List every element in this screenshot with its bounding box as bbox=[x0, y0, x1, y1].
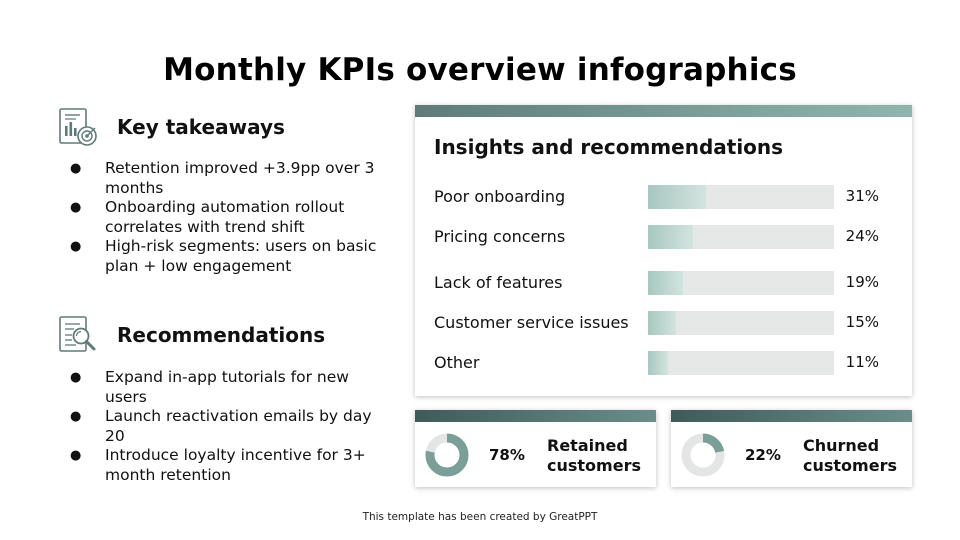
key-takeaway-item: Retention improved +3.9pp over 3 months bbox=[70, 159, 380, 198]
page-title: Monthly KPIs overview infographics bbox=[163, 52, 797, 88]
insight-bar-fill bbox=[648, 311, 676, 335]
donut-arc bbox=[681, 433, 725, 477]
key-takeaways-heading: Key takeaways bbox=[117, 115, 285, 139]
insight-row-poor-onboarding: Poor onboarding 31% bbox=[434, 184, 894, 210]
insight-bar-track bbox=[648, 311, 834, 335]
insights-card: Insights and recommendations Poor onboar… bbox=[415, 105, 912, 396]
insight-bar-fill bbox=[648, 225, 693, 249]
insight-bar-fill bbox=[648, 271, 684, 295]
donut-arc bbox=[425, 433, 469, 477]
insight-bar-track bbox=[648, 185, 834, 209]
insight-row-value: 15% bbox=[845, 313, 879, 331]
key-takeaway-item: High-risk segments: users on basic plan … bbox=[70, 237, 380, 276]
churned-donut-chart bbox=[681, 433, 725, 477]
insight-bar-fill bbox=[648, 351, 669, 375]
recommendation-item: Launch reactivation emails by day 20 bbox=[70, 407, 380, 446]
insight-row-value: 31% bbox=[845, 187, 879, 205]
retained-value: 78% bbox=[489, 446, 525, 464]
churned-value: 22% bbox=[745, 446, 781, 464]
insight-row-pricing-concerns: Pricing concerns 24% bbox=[434, 224, 894, 250]
retained-donut-chart bbox=[425, 433, 469, 477]
insight-row-value: 24% bbox=[845, 227, 879, 245]
recommendation-item: Expand in-app tutorials for new users bbox=[70, 368, 380, 407]
churned-label: Churned customers bbox=[803, 436, 897, 475]
insight-row-customer-service: Customer service issues 15% bbox=[434, 310, 894, 336]
insight-row-label: Other bbox=[434, 353, 480, 372]
insight-bar-track bbox=[648, 351, 834, 375]
insights-bar-list: Poor onboarding 31% Pricing concerns 24%… bbox=[434, 105, 894, 396]
report-chart-target-icon bbox=[56, 106, 100, 150]
insight-bar-track bbox=[648, 225, 834, 249]
insight-row-value: 19% bbox=[845, 273, 879, 291]
key-takeaways-list: Retention improved +3.9pp over 3 months … bbox=[70, 159, 380, 276]
retained-customers-card: 78% Retained customers bbox=[415, 410, 656, 487]
kpi-card-header-bar bbox=[415, 410, 656, 422]
retained-label: Retained customers bbox=[547, 436, 641, 475]
insight-row-label: Lack of features bbox=[434, 273, 563, 292]
churned-customers-card: 22% Churned customers bbox=[671, 410, 912, 487]
insight-row-value: 11% bbox=[845, 353, 879, 371]
insight-row-other: Other 11% bbox=[434, 350, 894, 376]
kpi-card-header-bar bbox=[671, 410, 912, 422]
insight-bar-track bbox=[648, 271, 834, 295]
recommendations-heading: Recommendations bbox=[117, 323, 326, 347]
insight-row-lack-of-features: Lack of features 19% bbox=[434, 270, 894, 296]
insight-row-label: Customer service issues bbox=[434, 313, 629, 332]
recommendation-item: Introduce loyalty incentive for 3+ month… bbox=[70, 446, 380, 485]
insight-row-label: Pricing concerns bbox=[434, 227, 566, 246]
document-magnifier-icon bbox=[56, 314, 100, 358]
insight-bar-fill bbox=[648, 185, 706, 209]
recommendations-list: Expand in-app tutorials for new users La… bbox=[70, 368, 380, 485]
insights-card-header-bar bbox=[415, 105, 912, 117]
insight-row-label: Poor onboarding bbox=[434, 187, 566, 206]
footer-credit: This template has been created by GreatP… bbox=[362, 511, 598, 523]
key-takeaway-item: Onboarding automation rollout correlates… bbox=[70, 198, 380, 237]
insights-title: Insights and recommendations bbox=[434, 135, 784, 159]
